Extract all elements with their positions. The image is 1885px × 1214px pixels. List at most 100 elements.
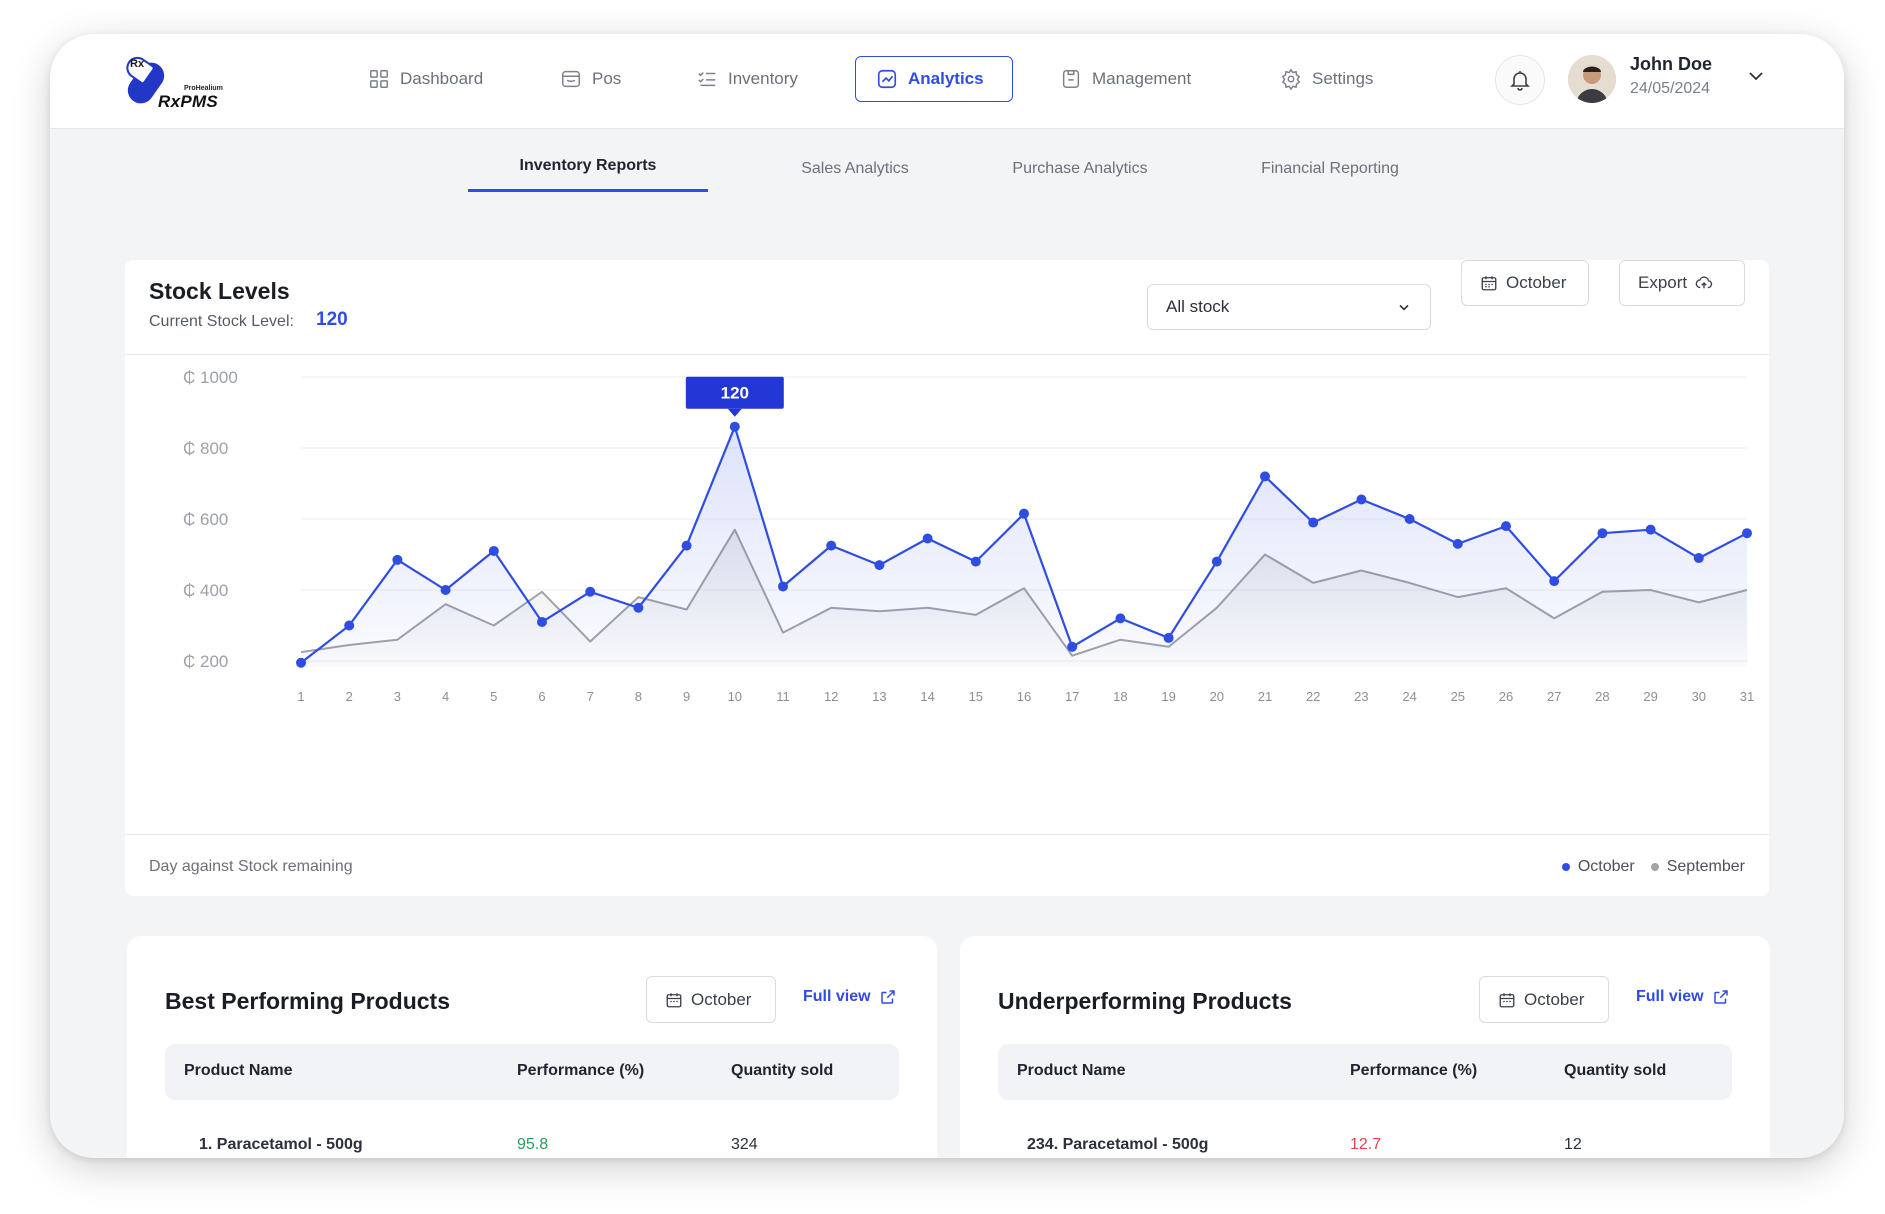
data-point: [1356, 494, 1367, 505]
data-point: [1308, 517, 1319, 528]
calendar-icon: [1499, 992, 1515, 1007]
data-point: [1549, 576, 1560, 587]
y-tick-label: ₵ 1000: [183, 368, 238, 387]
store-icon: [562, 70, 580, 88]
data-point: [1211, 556, 1222, 567]
x-tick-label: 28: [1595, 689, 1609, 704]
data-point: [344, 620, 355, 631]
tab-sales-analytics[interactable]: Sales Analytics: [801, 160, 909, 177]
card-header-divider: [125, 354, 1769, 355]
under-month-button[interactable]: October: [1479, 976, 1609, 1023]
nav-inventory[interactable]: Inventory: [676, 56, 818, 102]
chevron-down-icon[interactable]: [1746, 66, 1766, 86]
data-point: [1260, 471, 1270, 482]
tab-financial-reporting[interactable]: Financial Reporting: [1261, 160, 1399, 177]
performance-cell: 95.8: [517, 1136, 549, 1153]
card-footer-divider: [125, 834, 1769, 835]
best-full-view-link[interactable]: Full view: [803, 988, 897, 1006]
grid-icon: [370, 70, 388, 88]
data-point: [729, 421, 740, 432]
month-picker-button[interactable]: October: [1461, 260, 1589, 306]
x-tick-label: 11: [776, 689, 790, 704]
x-tick-label: 2: [346, 689, 353, 704]
series-area-october: [301, 426, 1747, 667]
nav-settings[interactable]: Settings: [1260, 56, 1393, 102]
best-performing-title: Best Performing Products: [165, 988, 450, 1014]
bell-icon: [1510, 71, 1530, 91]
x-tick-label: 20: [1210, 689, 1224, 704]
y-tick-label: ₵ 400: [183, 581, 228, 600]
avatar[interactable]: [1568, 55, 1616, 103]
data-point: [778, 581, 788, 592]
th-product-name: Product Name: [184, 1062, 293, 1079]
x-tick-label: 12: [824, 689, 838, 704]
x-tick-label: 25: [1451, 689, 1465, 704]
data-point: [1501, 521, 1511, 532]
nav-analytics[interactable]: Analytics: [855, 56, 1013, 102]
best-full-view-label: Full view: [803, 988, 871, 1005]
stock-filter-value: All stock: [1166, 297, 1230, 316]
data-point: [440, 585, 451, 595]
data-point: [826, 540, 837, 551]
under-full-view-link[interactable]: Full view: [1636, 988, 1730, 1006]
x-tick-label: 21: [1258, 689, 1272, 704]
under-table-header: Product Name Performance (%) Quantity so…: [998, 1044, 1732, 1100]
tab-purchase-analytics[interactable]: Purchase Analytics: [1012, 160, 1148, 177]
x-tick-label: 16: [1017, 689, 1031, 704]
data-point: [1404, 514, 1415, 524]
data-point: [1163, 632, 1174, 643]
x-tick-label: 14: [920, 689, 934, 704]
x-tick-label: 4: [442, 689, 449, 704]
data-point: [1597, 528, 1608, 539]
under-month-label: October: [1524, 989, 1585, 1009]
data-point: [1019, 508, 1029, 519]
nav-settings-label: Settings: [1312, 69, 1374, 88]
data-point: [488, 545, 499, 556]
data-point: [1693, 553, 1704, 564]
data-point: [1645, 524, 1656, 535]
chart-icon: [877, 69, 897, 89]
chart-tooltip-arrow: [727, 408, 742, 417]
x-tick-label: 3: [394, 689, 401, 704]
nav-pos-label: Pos: [592, 69, 622, 88]
nav-pos[interactable]: Pos: [540, 56, 641, 102]
top-nav-bar: Rx ProHealium RxPMS Dashboard Pos Invent…: [50, 34, 1844, 129]
user-avatar-icon: [1568, 55, 1616, 103]
chart-x-description: Day against Stock remaining: [149, 858, 353, 875]
x-tick-label: 5: [490, 689, 497, 704]
x-tick-label: 7: [587, 689, 594, 704]
underperforming-card: Underperforming Products October Full vi…: [960, 936, 1770, 1158]
app-window: Rx ProHealium RxPMS Dashboard Pos Invent…: [50, 34, 1844, 1158]
cloud-upload-icon: [1695, 276, 1713, 289]
x-tick-label: 29: [1643, 689, 1657, 704]
x-tick-label: 26: [1499, 689, 1513, 704]
gear-icon: [1281, 68, 1301, 90]
best-month-label: October: [691, 989, 752, 1009]
current-stock-value: 120: [316, 309, 348, 330]
user-name: John Doe: [1630, 54, 1713, 74]
nav-inventory-label: Inventory: [728, 69, 798, 88]
notifications-button[interactable]: [1495, 55, 1545, 105]
th-performance: Performance (%): [1350, 1062, 1478, 1079]
stock-filter-select[interactable]: All stock: [1147, 284, 1431, 330]
nav-management[interactable]: Management: [1040, 56, 1211, 102]
legend-september[interactable]: September: [1650, 858, 1745, 876]
nav-dashboard[interactable]: Dashboard: [348, 56, 503, 102]
best-month-button[interactable]: October: [646, 976, 776, 1023]
analytics-subtabs: Inventory Reports Sales Analytics Purcha…: [50, 130, 1844, 212]
data-point: [296, 657, 306, 668]
month-picker-label: October: [1506, 273, 1567, 292]
y-tick-label: ₵ 600: [183, 510, 228, 529]
legend-october[interactable]: October: [1561, 858, 1635, 876]
x-tick-label: 24: [1402, 689, 1416, 704]
tab-inventory-reports[interactable]: Inventory Reports: [468, 130, 708, 192]
product-name-cell: 234. Paracetamol - 500g: [1027, 1136, 1209, 1153]
x-tick-label: 13: [872, 689, 886, 704]
october-dot-icon: [1561, 862, 1570, 871]
x-tick-label: 22: [1306, 689, 1320, 704]
rxpms-logo[interactable]: Rx ProHealium RxPMS: [122, 52, 234, 111]
th-product-name: Product Name: [1017, 1062, 1126, 1079]
export-button[interactable]: Export: [1619, 260, 1745, 306]
data-point: [537, 616, 547, 627]
